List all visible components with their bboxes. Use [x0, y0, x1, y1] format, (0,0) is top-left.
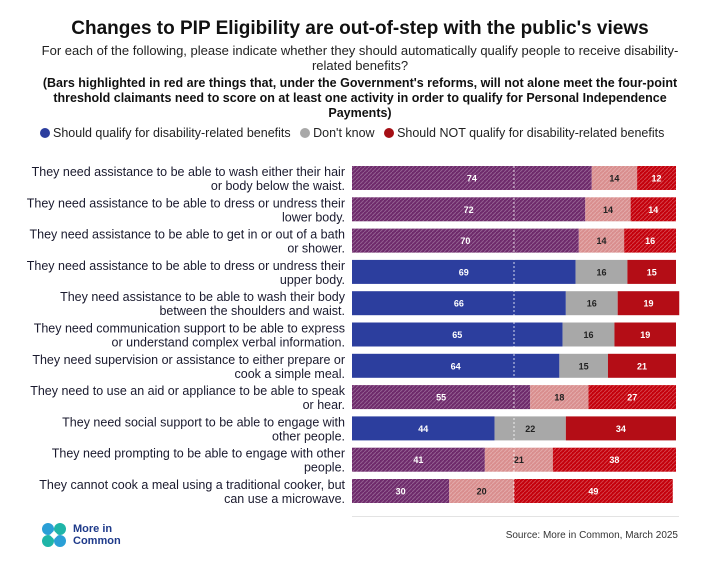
logo-text-line2: Common [73, 535, 121, 547]
category-label: They need assistance to be able to dress… [27, 196, 345, 224]
bar-not-qualify [617, 291, 680, 316]
legend-label-dont-know: Don't know [313, 126, 375, 140]
chart-subtitle: For each of the following, please indica… [41, 43, 679, 73]
legend-item-dont-know: Don't know [300, 126, 375, 140]
data-label: 41 [413, 455, 423, 465]
bar-highlight-pattern [352, 447, 485, 472]
category-label: They need assistance to be able to wash … [32, 165, 345, 193]
data-label: 30 [396, 487, 406, 497]
data-label: 18 [554, 393, 564, 403]
chart-note: (Bars highlighted in red are things that… [42, 76, 678, 120]
bar-highlight-pattern [585, 197, 631, 222]
legend-label-qualify: Should qualify for disability-related be… [53, 126, 291, 140]
data-label: 21 [514, 455, 524, 465]
data-label: 27 [627, 393, 637, 403]
bar-highlight-pattern [588, 385, 676, 410]
bar-not-qualify [565, 416, 676, 441]
bar-highlight-pattern [530, 385, 589, 410]
category-label: They need communication support to be ab… [34, 322, 345, 350]
category-label: They need assistance to be able to get i… [30, 228, 346, 256]
data-label: 19 [643, 299, 653, 309]
data-label: 72 [464, 205, 474, 215]
data-label: 16 [596, 267, 606, 277]
bar-dont-know [562, 322, 615, 347]
category-label: They need social support to be able to e… [62, 415, 345, 443]
bar-highlight-pattern [514, 479, 673, 503]
bar-dont-know [494, 416, 566, 441]
logo-text: More in Common [73, 523, 121, 547]
more-in-common-logo: More in Common [40, 521, 160, 549]
bar-qualify [352, 259, 576, 284]
logo-text-line1: More in [73, 523, 113, 535]
logo-icon [42, 523, 66, 547]
bar-highlight-pattern [352, 385, 531, 410]
data-label: 64 [451, 361, 461, 371]
bar-highlight-pattern [624, 228, 676, 253]
bar-qualify [352, 416, 495, 441]
category-label: They cannot cook a meal using a traditio… [39, 478, 345, 506]
bar-highlight-pattern [484, 447, 553, 472]
data-label: 55 [436, 393, 446, 403]
data-label: 14 [609, 174, 619, 184]
bar-highlight-pattern [552, 447, 676, 472]
bar-qualify [352, 291, 566, 316]
source-note: Source: More in Common, March 2025 [505, 530, 678, 541]
category-label: They need assistance to be able to wash … [60, 290, 346, 318]
legend-item-qualify: Should qualify for disability-related be… [40, 126, 291, 140]
data-label: 34 [616, 424, 626, 434]
bar-highlight-pattern [352, 166, 592, 190]
bar-not-qualify [607, 353, 676, 378]
category-label: They need supervision or assistance to e… [32, 353, 345, 381]
bar-dont-know [575, 259, 628, 284]
legend: Should qualify for disability-related be… [40, 126, 720, 140]
bar-highlight-pattern [352, 197, 586, 222]
data-label: 44 [418, 424, 428, 434]
category-label: They need to use an aid or appliance to … [30, 384, 346, 412]
data-label: 14 [603, 205, 613, 215]
data-label: 16 [645, 236, 655, 246]
bar-highlight-pattern [352, 479, 450, 503]
data-label: 21 [637, 361, 647, 371]
bar-highlight-pattern [637, 166, 676, 190]
data-label: 38 [609, 455, 619, 465]
bar-not-qualify [614, 322, 676, 347]
bar-highlight-pattern [578, 228, 625, 253]
data-label: 22 [525, 424, 535, 434]
data-label: 16 [584, 330, 594, 340]
legend-swatch-not-qualify [384, 128, 395, 138]
data-label: 65 [452, 330, 462, 340]
bar-qualify [352, 353, 560, 378]
bar-highlight-pattern [591, 166, 638, 190]
data-label: 66 [454, 299, 464, 309]
data-label: 70 [460, 236, 470, 246]
bar-not-qualify [627, 259, 676, 284]
data-label: 20 [477, 487, 487, 497]
bar-highlight-pattern [630, 197, 676, 222]
category-label: They need assistance to be able to dress… [27, 259, 345, 287]
bar-dont-know [559, 353, 608, 378]
data-label: 15 [579, 361, 589, 371]
legend-swatch-qualify [40, 128, 50, 138]
chart-title: Changes to PIP Eligibility are out-of-st… [71, 18, 649, 39]
data-label: 15 [647, 267, 657, 277]
bar-highlight-pattern [449, 479, 514, 503]
data-label: 19 [640, 330, 650, 340]
legend-swatch-dont-know [300, 128, 311, 138]
data-label: 16 [587, 299, 597, 309]
data-label: 74 [467, 174, 477, 184]
bar-qualify [352, 322, 563, 347]
data-label: 49 [588, 487, 598, 497]
category-label: They need prompting to be able to engage… [52, 447, 345, 475]
data-label: 69 [459, 267, 469, 277]
footer-divider [352, 516, 679, 517]
legend-label-not-qualify: Should NOT qualify for disability-relate… [397, 126, 665, 140]
data-label: 12 [652, 174, 662, 184]
data-label: 14 [596, 236, 606, 246]
bar-dont-know [565, 291, 618, 316]
data-label: 14 [648, 205, 658, 215]
legend-item-not-qualify: Should NOT qualify for disability-relate… [384, 126, 664, 140]
bar-highlight-pattern [352, 228, 579, 253]
